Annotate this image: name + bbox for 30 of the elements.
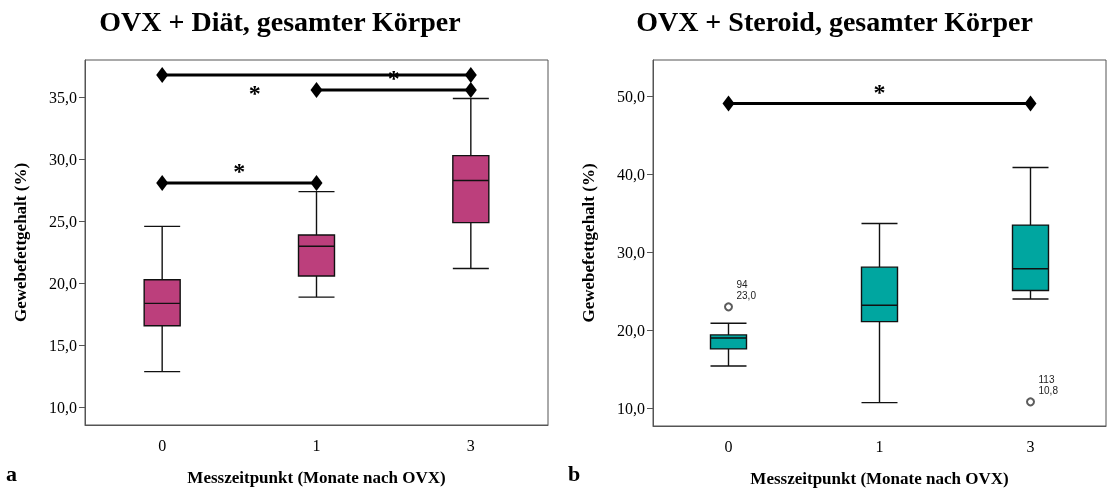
y-tick-label: 20,0: [49, 274, 77, 292]
y-tick-label: 30,0: [49, 150, 77, 168]
x-axis-title: Messzeitpunkt (Monate nach OVX): [750, 469, 1009, 488]
y-tick-label: 10,0: [617, 399, 645, 417]
y-tick-label: 20,0: [617, 321, 645, 339]
y-tick-label: 50,0: [617, 88, 645, 106]
x-tick-label: 0: [158, 436, 167, 454]
y-tick-label: 40,0: [617, 165, 645, 183]
text: b: [568, 460, 581, 486]
y-tick-label: 10,0: [49, 399, 77, 417]
y-axis-title: Gewebefettgehalt (%): [11, 162, 30, 323]
x-tick-label: 1: [875, 437, 884, 455]
y-tick-label: 30,0: [617, 243, 645, 261]
chart-title: OVX + Steroid, gesamter Körper: [636, 5, 1033, 37]
annotation: *: [248, 79, 261, 106]
x-tick-label: 0: [724, 437, 733, 455]
annotation: 94 23,0: [736, 278, 757, 301]
y-tick-label: 25,0: [49, 212, 77, 230]
y-axis-title: Gewebefettgehalt (%): [579, 163, 598, 323]
text: a: [6, 460, 17, 486]
annotation: 113 10,8: [1038, 373, 1059, 396]
x-axis-title: Messzeitpunkt (Monate nach OVX): [187, 468, 446, 487]
annotation: *: [873, 78, 886, 105]
x-tick-label: 3: [466, 436, 475, 454]
y-tick-label: 35,0: [49, 88, 77, 106]
x-tick-label: 1: [312, 436, 321, 454]
annotation: *: [233, 158, 246, 185]
x-tick-label: 3: [1026, 437, 1035, 455]
y-tick-label: 15,0: [49, 337, 77, 355]
chart-title: OVX + Diät, gesamter Körper: [99, 5, 461, 37]
